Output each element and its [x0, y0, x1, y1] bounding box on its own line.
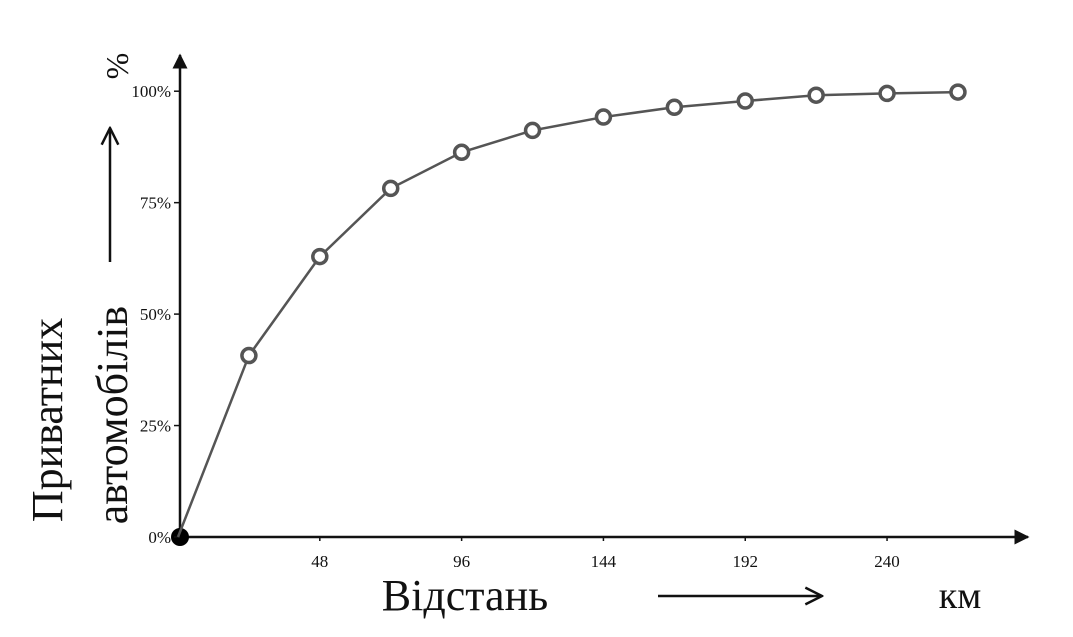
y-tick-label: 75%: [140, 194, 171, 213]
y-label-line: автомобілів: [88, 306, 137, 524]
x-unit: км: [939, 575, 982, 617]
x-tick-label: 192: [732, 552, 758, 571]
marker: [594, 108, 613, 126]
marker: [807, 86, 825, 104]
marker: [381, 179, 400, 198]
marker: [240, 346, 258, 365]
marker: [949, 83, 967, 101]
x-tick-label: 144: [591, 552, 617, 571]
x-tick-label: 240: [874, 552, 900, 571]
y-label-line: Приватних: [23, 318, 72, 522]
x-label: Відстань: [382, 571, 548, 620]
marker: [523, 121, 542, 140]
marker: [736, 92, 754, 110]
marker: [665, 98, 684, 117]
y-tick-label: 50%: [140, 305, 171, 324]
line: [176, 90, 958, 538]
y-tick-label: 100%: [131, 82, 171, 101]
x-tick-label: 48: [311, 552, 328, 571]
y-unit: %: [99, 53, 135, 80]
y-tick-label: 0%: [148, 528, 171, 547]
marker: [452, 143, 471, 162]
marker: [311, 247, 329, 266]
x-tick-label: 96: [453, 552, 470, 571]
marker: [878, 84, 896, 103]
y-tick-label: 25%: [140, 417, 171, 436]
